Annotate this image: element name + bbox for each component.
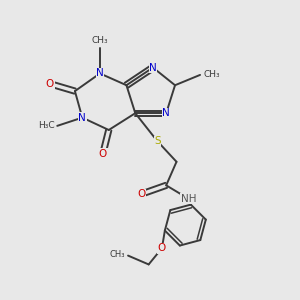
- Text: O: O: [46, 79, 54, 89]
- Text: S: S: [154, 136, 161, 146]
- Text: CH₃: CH₃: [203, 70, 220, 80]
- Text: NH: NH: [181, 194, 196, 204]
- Text: N: N: [149, 63, 157, 73]
- Text: N: N: [78, 112, 86, 123]
- Text: N: N: [96, 68, 104, 78]
- Text: O: O: [99, 148, 107, 158]
- Text: N: N: [162, 108, 170, 118]
- Text: O: O: [137, 189, 145, 199]
- Text: H₃C: H₃C: [38, 122, 54, 130]
- Text: CH₃: CH₃: [92, 36, 108, 45]
- Text: O: O: [158, 243, 166, 253]
- Text: CH₃: CH₃: [110, 250, 125, 259]
